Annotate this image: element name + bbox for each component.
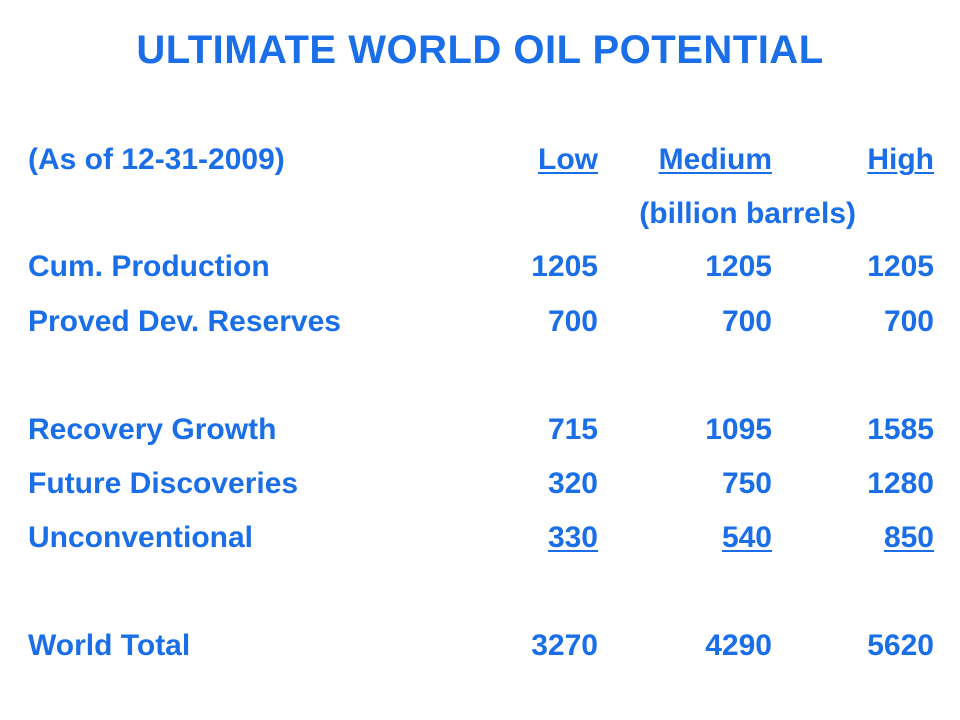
units-row: (billion barrels) <box>0 194 960 234</box>
value-medium: 1205 <box>705 250 772 283</box>
row-label: Cum. Production <box>28 250 270 283</box>
total-medium: 4290 <box>705 629 772 662</box>
row-label: Proved Dev. Reserves <box>28 305 341 338</box>
total-label: World Total <box>28 629 191 662</box>
value-high: 850 <box>883 521 934 554</box>
value-medium: 1095 <box>705 413 772 446</box>
value-high: 1205 <box>867 250 934 283</box>
table-row: Proved Dev. Reserves 700 700 700 <box>0 302 960 342</box>
value-low: 715 <box>547 413 598 446</box>
row-label: Future Discoveries <box>28 467 299 500</box>
value-low: 700 <box>547 305 598 338</box>
column-header-medium: Medium <box>658 143 772 176</box>
total-high: 5620 <box>867 629 934 662</box>
table-row: Recovery Growth 715 1095 1585 <box>0 410 960 450</box>
table-row: Future Discoveries 320 750 1280 <box>0 464 960 504</box>
value-high: 1280 <box>867 467 934 500</box>
row-label: Recovery Growth <box>28 413 277 446</box>
row-label: Unconventional <box>28 521 254 554</box>
page-title: ULTIMATE WORLD OIL POTENTIAL <box>136 28 824 72</box>
total-low: 3270 <box>531 629 598 662</box>
as-of-date: (As of 12-31-2009) <box>28 143 285 176</box>
value-low: 320 <box>547 467 598 500</box>
table-header-row: (As of 12-31-2009) Low Medium High <box>0 140 960 180</box>
column-header-low: Low <box>538 143 598 176</box>
table-row: Unconventional 330 540 850 <box>0 518 960 558</box>
value-low: 1205 <box>531 250 598 283</box>
units-label: (billion barrels) <box>639 197 856 230</box>
value-medium: 540 <box>721 521 772 554</box>
value-low: 330 <box>547 521 598 554</box>
total-row: World Total 3270 4290 5620 <box>0 626 960 666</box>
value-high: 1585 <box>867 413 934 446</box>
table-row: Cum. Production 1205 1205 1205 <box>0 247 960 287</box>
value-medium: 700 <box>721 305 772 338</box>
value-medium: 750 <box>721 467 772 500</box>
column-header-high: High <box>867 143 934 176</box>
value-high: 700 <box>883 305 934 338</box>
